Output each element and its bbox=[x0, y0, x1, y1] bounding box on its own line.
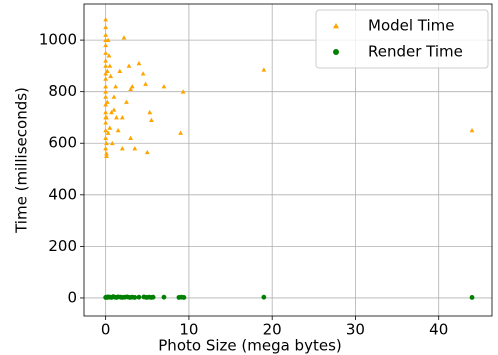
point bbox=[115, 127, 121, 133]
x-tick-label: 40 bbox=[429, 321, 448, 339]
point bbox=[128, 86, 134, 92]
point bbox=[261, 67, 267, 72]
x-tick-label: 0 bbox=[101, 321, 111, 339]
legend-box bbox=[315, 9, 489, 69]
point bbox=[103, 71, 109, 76]
point bbox=[105, 130, 111, 135]
point bbox=[161, 294, 167, 300]
point bbox=[103, 127, 109, 133]
y-tick-label: 600 bbox=[48, 134, 77, 152]
point bbox=[103, 94, 109, 99]
point bbox=[129, 84, 135, 89]
legend-label: Render Time bbox=[368, 43, 463, 61]
point bbox=[111, 94, 117, 99]
point bbox=[104, 115, 109, 120]
point bbox=[150, 294, 156, 300]
point bbox=[104, 68, 110, 73]
point bbox=[119, 145, 125, 151]
point bbox=[143, 81, 149, 86]
point bbox=[103, 50, 109, 55]
point bbox=[136, 294, 142, 300]
point bbox=[181, 295, 187, 300]
point bbox=[147, 109, 153, 115]
point bbox=[103, 135, 109, 141]
point bbox=[104, 153, 109, 159]
point bbox=[111, 107, 117, 112]
point bbox=[114, 115, 119, 120]
point bbox=[103, 120, 109, 125]
y-tick-label: 0 bbox=[67, 288, 77, 306]
legend-marker bbox=[333, 49, 339, 55]
point bbox=[103, 109, 109, 115]
x-axis-label: Photo Size (mega bytes) bbox=[158, 337, 341, 355]
point bbox=[103, 145, 109, 151]
point bbox=[178, 130, 183, 135]
x-tick-label: 20 bbox=[263, 321, 282, 339]
point bbox=[104, 151, 109, 156]
point bbox=[103, 89, 109, 94]
point bbox=[180, 89, 186, 94]
x-tick-label: 30 bbox=[346, 321, 365, 339]
point bbox=[109, 109, 114, 115]
point bbox=[126, 63, 132, 68]
point bbox=[103, 17, 109, 22]
point bbox=[144, 149, 150, 155]
point bbox=[106, 53, 112, 58]
point bbox=[103, 24, 109, 30]
point bbox=[469, 127, 475, 133]
point bbox=[121, 35, 127, 40]
y-axis-label: Time (milliseconds) bbox=[13, 87, 31, 234]
point bbox=[105, 37, 111, 43]
y-tick-label: 1000 bbox=[39, 31, 77, 49]
point bbox=[117, 68, 123, 73]
point bbox=[103, 76, 109, 81]
x-tick-label: 10 bbox=[179, 321, 198, 339]
y-tick-label: 400 bbox=[48, 185, 77, 203]
point bbox=[124, 99, 129, 104]
point bbox=[128, 135, 134, 141]
point bbox=[103, 58, 109, 63]
point bbox=[136, 60, 142, 66]
plot-frame bbox=[83, 3, 493, 317]
point bbox=[108, 73, 114, 79]
point bbox=[132, 295, 138, 300]
point bbox=[161, 84, 167, 89]
legend-marker bbox=[333, 23, 339, 29]
point bbox=[119, 115, 125, 120]
point bbox=[132, 145, 138, 151]
point bbox=[104, 140, 109, 146]
point bbox=[469, 295, 475, 300]
point bbox=[149, 117, 154, 122]
point bbox=[107, 63, 113, 68]
y-tick-label: 200 bbox=[48, 237, 77, 255]
point bbox=[109, 140, 115, 146]
point bbox=[261, 294, 267, 300]
y-tick-label: 800 bbox=[48, 82, 77, 100]
point bbox=[103, 32, 109, 37]
point bbox=[140, 71, 146, 76]
point bbox=[113, 84, 119, 89]
point bbox=[103, 42, 109, 48]
point bbox=[107, 125, 113, 130]
point bbox=[103, 102, 109, 107]
point bbox=[103, 63, 109, 68]
legend-label: Model Time bbox=[368, 17, 455, 35]
point bbox=[104, 99, 110, 104]
point bbox=[103, 84, 109, 89]
